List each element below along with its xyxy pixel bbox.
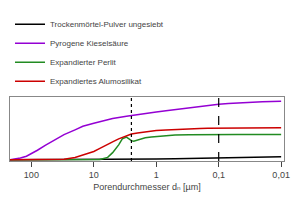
- svg-text:0,1: 0,1: [212, 170, 225, 180]
- svg-text:Expandierter Perlit: Expandierter Perlit: [50, 58, 117, 67]
- svg-text:100: 100: [24, 170, 39, 180]
- svg-text:0,01: 0,01: [272, 170, 290, 180]
- svg-text:Porendurchmesser dₙ [µm]: Porendurchmesser dₙ [µm]: [93, 182, 200, 192]
- svg-text:10: 10: [89, 170, 99, 180]
- svg-text:Expandiertes Alumosilikat: Expandiertes Alumosilikat: [50, 77, 142, 86]
- svg-text:Trockenmörtel-Pulver ungesiebt: Trockenmörtel-Pulver ungesiebt: [50, 20, 164, 29]
- svg-text:Pyrogene Kieselsäure: Pyrogene Kieselsäure: [50, 39, 129, 48]
- svg-text:1: 1: [154, 170, 159, 180]
